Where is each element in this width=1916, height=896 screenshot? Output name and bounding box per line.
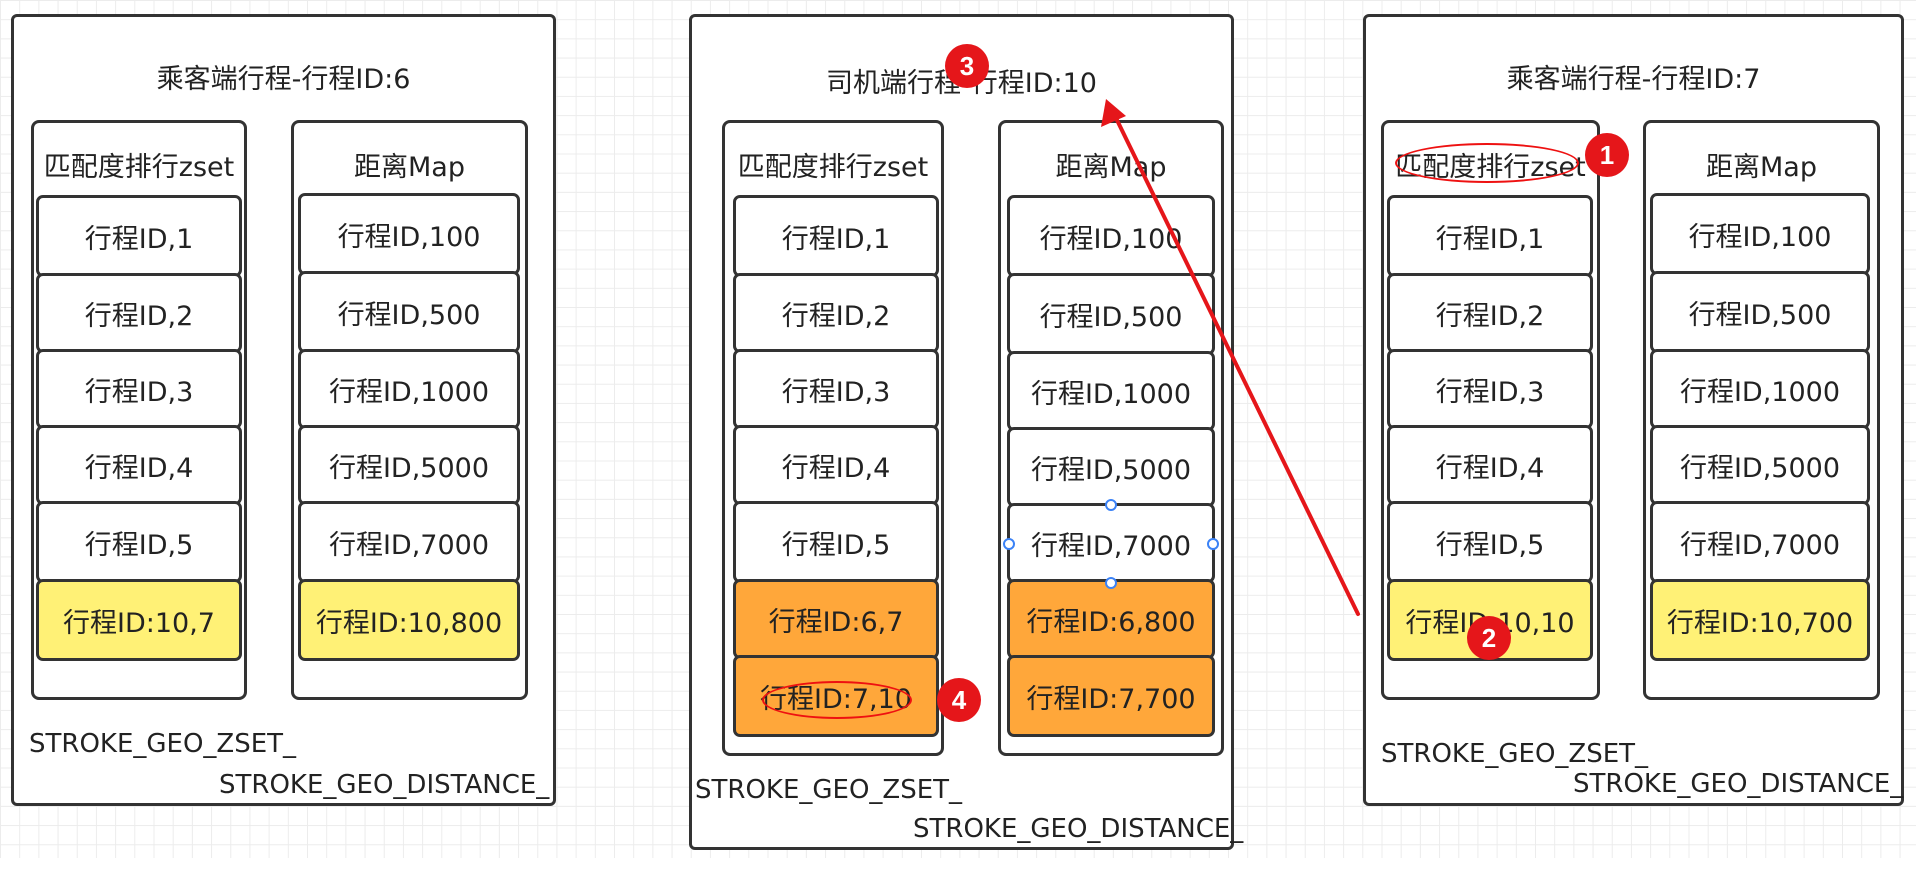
map-item[interactable]: 行程ID,1000 [1650, 349, 1870, 429]
distance-map-column[interactable]: 距离Map 行程ID,100 行程ID,500 行程ID,1000 行程ID,5… [291, 120, 528, 700]
zset-item[interactable]: 行程ID,4 [1387, 425, 1593, 505]
zset-item[interactable]: 行程ID,2 [1387, 273, 1593, 353]
map-item[interactable]: 行程ID,7000 [298, 501, 520, 583]
zset-item[interactable]: 行程ID,2 [733, 273, 939, 353]
map-item[interactable]: 行程ID,1000 [298, 349, 520, 429]
zset-item[interactable]: 行程ID,2 [36, 273, 242, 353]
zset-item[interactable]: 行程ID,1 [1387, 195, 1593, 277]
map-header: 距离Map [1055, 152, 1167, 183]
zset-item-highlight-ellipse [762, 681, 912, 719]
zset-item[interactable]: 行程ID,3 [1387, 349, 1593, 429]
zset-item[interactable]: 行程ID,5 [36, 501, 242, 583]
footer-distance-key: STROKE_GEO_DISTANCE_ [913, 814, 1244, 844]
footer-distance-key: STROKE_GEO_DISTANCE_ [219, 770, 550, 800]
distance-map-column[interactable]: 距离Map 行程ID,100 行程ID,500 行程ID,1000 行程ID,5… [1643, 120, 1880, 700]
map-item[interactable]: 行程ID,100 [1650, 193, 1870, 275]
footer-zset-key: STROKE_GEO_ZSET_ [695, 775, 963, 805]
map-item[interactable]: 行程ID,5000 [1007, 427, 1215, 507]
distance-map-column[interactable]: 距离Map 行程ID,100 行程ID,500 行程ID,1000 行程ID,5… [998, 120, 1224, 756]
zset-column[interactable]: 匹配度排行zset 行程ID,1 行程ID,2 行程ID,3 行程ID,4 行程… [722, 120, 944, 756]
zset-item[interactable]: 行程ID,3 [733, 349, 939, 429]
step-badge-1: 1 [1585, 133, 1629, 177]
map-item[interactable]: 行程ID,1000 [1007, 351, 1215, 431]
step-badge-2: 2 [1467, 616, 1511, 660]
zset-header: 匹配度排行zset [737, 152, 929, 183]
map-header: 距离Map [354, 152, 465, 183]
selection-handle-top[interactable] [1105, 499, 1117, 511]
map-header: 距离Map [1706, 152, 1817, 183]
map-item-highlight[interactable]: 行程ID:6,800 [1007, 579, 1215, 659]
passenger-trip-panel-7[interactable]: 乘客端行程-行程ID:7 匹配度排行zset 行程ID,1 行程ID,2 行程I… [1363, 14, 1904, 806]
footer-zset-key: STROKE_GEO_ZSET_ [29, 729, 297, 759]
map-item[interactable]: 行程ID,100 [1007, 195, 1215, 277]
zset-header-highlight-ellipse [1395, 143, 1579, 183]
map-item[interactable]: 行程ID,7000 [1650, 501, 1870, 583]
step-badge-4: 4 [937, 678, 981, 722]
selection-handle-bottom[interactable] [1105, 577, 1117, 589]
passenger-trip-panel-6[interactable]: 乘客端行程-行程ID:6 匹配度排行zset 行程ID,1 行程ID,2 行程I… [11, 14, 556, 806]
driver-trip-panel-10[interactable]: 司机端行程-行程ID:10 匹配度排行zset 行程ID,1 行程ID,2 行程… [689, 14, 1243, 850]
zset-item-highlight[interactable]: 行程ID:10,7 [36, 579, 242, 661]
map-item[interactable]: 行程ID,100 [298, 193, 520, 275]
map-item[interactable]: 行程ID,500 [1650, 271, 1870, 353]
map-item[interactable]: 行程ID,5000 [298, 425, 520, 505]
map-item-highlight[interactable]: 行程ID:7,700 [1007, 655, 1215, 737]
map-item[interactable]: 行程ID,500 [1007, 273, 1215, 355]
footer-zset-key: STROKE_GEO_ZSET_ [1381, 739, 1649, 769]
map-item[interactable]: 行程ID,5000 [1650, 425, 1870, 505]
zset-item[interactable]: 行程ID,4 [36, 425, 242, 505]
zset-item[interactable]: 行程ID,1 [36, 195, 242, 277]
panel-title: 乘客端行程-行程ID:6 [156, 64, 411, 95]
zset-item[interactable]: 行程ID,1 [733, 195, 939, 277]
canvas-bottom-area [0, 858, 1916, 896]
footer-distance-key: STROKE_GEO_DISTANCE_ [1573, 769, 1904, 799]
map-item-highlight[interactable]: 行程ID:10,700 [1650, 579, 1870, 661]
zset-item[interactable]: 行程ID,5 [1387, 501, 1593, 583]
zset-item-highlight[interactable]: 行程ID:6,7 [733, 579, 939, 659]
panel-title: 乘客端行程-行程ID:7 [1506, 64, 1761, 95]
zset-column[interactable]: 匹配度排行zset 行程ID,1 行程ID,2 行程ID,3 行程ID,4 行程… [1381, 120, 1600, 700]
selection-handle-right[interactable] [1207, 538, 1219, 550]
step-badge-3: 3 [945, 44, 989, 88]
zset-item[interactable]: 行程ID,4 [733, 425, 939, 505]
map-item[interactable]: 行程ID,500 [298, 271, 520, 353]
zset-item[interactable]: 行程ID,5 [733, 501, 939, 583]
map-item-highlight[interactable]: 行程ID:10,800 [298, 579, 520, 661]
zset-column[interactable]: 匹配度排行zset 行程ID,1 行程ID,2 行程ID,3 行程ID,4 行程… [31, 120, 247, 700]
zset-header: 匹配度排行zset [43, 152, 235, 183]
selection-handle-left[interactable] [1003, 538, 1015, 550]
zset-item[interactable]: 行程ID,3 [36, 349, 242, 429]
map-item-selected[interactable]: 行程ID,7000 [1007, 503, 1215, 583]
